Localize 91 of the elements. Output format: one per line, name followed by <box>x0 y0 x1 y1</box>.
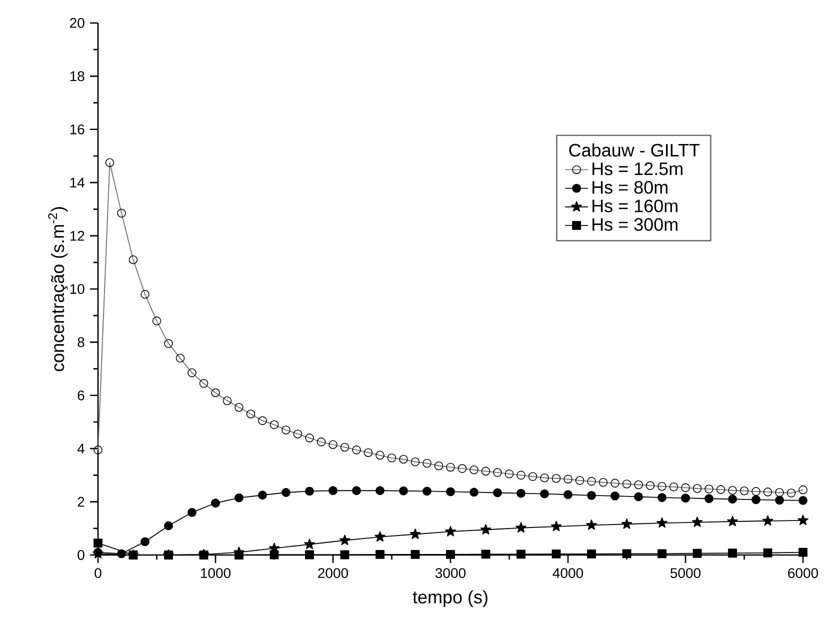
point <box>798 548 808 557</box>
x-tick-label: 3000 <box>435 568 466 578</box>
legend-label: Hs = 300m <box>592 218 678 231</box>
point <box>692 548 702 558</box>
point <box>692 516 703 527</box>
point <box>587 490 596 500</box>
x-tick-label: 1000 <box>200 568 231 578</box>
point <box>211 498 220 508</box>
point <box>621 518 632 529</box>
y-tick-label: 20 <box>70 18 84 28</box>
point <box>775 496 784 505</box>
point <box>516 522 526 533</box>
x-tick-label: 0 <box>94 568 102 578</box>
point <box>622 549 632 558</box>
point <box>704 494 714 504</box>
y-tick-label: 14 <box>70 178 84 188</box>
point <box>270 550 279 560</box>
point <box>340 550 350 560</box>
point <box>128 550 138 560</box>
point <box>658 493 666 502</box>
y-tick-label: 12 <box>70 230 84 241</box>
point <box>376 486 384 496</box>
point <box>164 521 173 530</box>
point <box>586 520 597 530</box>
point <box>587 549 596 558</box>
point <box>410 550 420 559</box>
point <box>374 531 386 542</box>
y-tick-label: 4 <box>77 444 84 454</box>
point <box>199 550 208 560</box>
point <box>728 548 737 558</box>
x-tick-label: 5000 <box>670 568 701 578</box>
point <box>516 550 526 559</box>
point <box>656 517 668 528</box>
point <box>762 515 774 526</box>
point <box>658 549 666 558</box>
point <box>763 548 772 558</box>
point <box>480 524 492 534</box>
point <box>282 488 290 497</box>
y-tick-label: 2 <box>78 496 84 507</box>
point <box>610 491 620 500</box>
x-axis-title: tempo (s) <box>412 590 488 608</box>
point <box>481 550 490 559</box>
point <box>94 538 102 548</box>
point <box>446 487 455 496</box>
point <box>164 550 173 560</box>
y-tick-label: 18 <box>70 71 84 82</box>
point <box>328 486 338 496</box>
point <box>634 492 643 502</box>
legend-label: Hs = 160m <box>592 200 678 212</box>
point <box>752 495 760 504</box>
point <box>234 550 244 560</box>
point <box>445 526 456 536</box>
point <box>550 520 562 532</box>
point <box>446 550 455 559</box>
point <box>339 534 350 546</box>
point <box>376 550 384 559</box>
point <box>798 496 808 505</box>
point <box>728 494 737 504</box>
y-tick-label: 6 <box>78 390 84 400</box>
point <box>516 488 526 498</box>
x-tick-label: 2000 <box>318 568 348 578</box>
x-tick-label: 4000 <box>552 568 584 578</box>
point <box>727 516 738 526</box>
point <box>399 486 408 496</box>
point <box>304 538 315 550</box>
point <box>493 488 502 498</box>
point <box>140 537 150 546</box>
legend-title: Cabauw - GILTT <box>569 143 700 157</box>
y-tick-label: 0 <box>78 550 84 560</box>
point <box>681 494 690 503</box>
point <box>422 486 432 496</box>
point <box>258 490 267 500</box>
point <box>352 486 361 496</box>
y-tick-label: 10 <box>70 284 84 294</box>
point <box>305 486 314 496</box>
x-tick-label: 6000 <box>788 568 818 578</box>
point <box>798 514 808 526</box>
legend-label: Hs = 12.5m <box>592 162 682 176</box>
point <box>305 550 314 560</box>
point <box>552 549 561 558</box>
point <box>117 549 126 558</box>
y-tick-label: 16 <box>70 124 84 134</box>
point <box>470 488 478 497</box>
y-tick-label: 8 <box>78 337 84 348</box>
point <box>540 489 549 498</box>
point <box>564 490 572 500</box>
point <box>410 528 421 539</box>
legend-label: Hs = 80m <box>592 180 668 194</box>
point <box>188 508 196 517</box>
point <box>234 493 244 502</box>
y-axis-title: concentração (s.m$^{-2}$) <box>48 207 68 372</box>
